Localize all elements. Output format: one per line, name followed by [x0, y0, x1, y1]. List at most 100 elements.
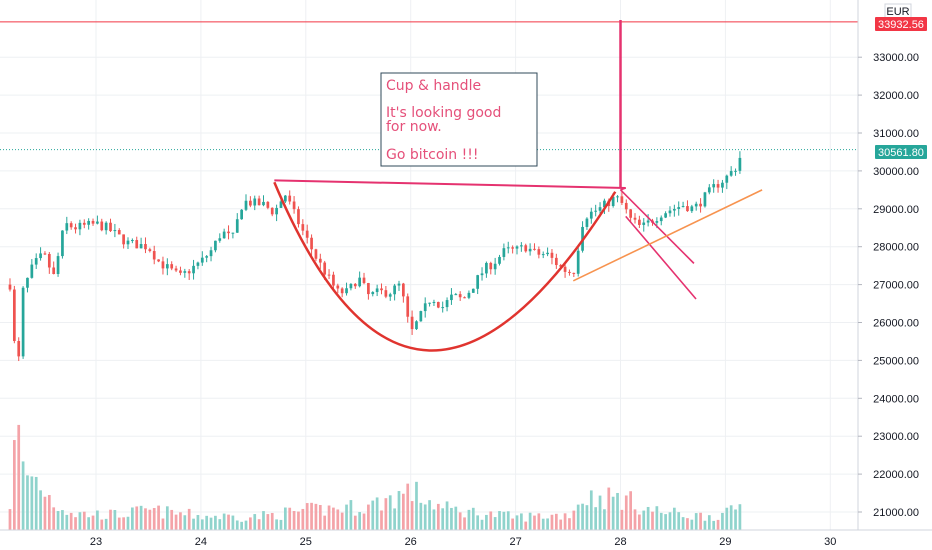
volume-bar [703, 520, 707, 530]
y-tick-label: 33000.00 [873, 52, 919, 64]
candle-body [109, 222, 112, 232]
volume-bar [367, 504, 370, 530]
candle-body [629, 209, 632, 218]
candle-body [131, 240, 134, 242]
volume-bar [87, 517, 91, 530]
candle-body [712, 184, 716, 188]
volume-bar [388, 495, 392, 530]
x-tick-label: 25 [300, 536, 312, 548]
volume-bar [56, 511, 60, 530]
volume-bar [192, 518, 195, 530]
volume-bar [686, 518, 689, 530]
candle-body [559, 265, 563, 267]
candle-body [537, 249, 541, 255]
candle-body [8, 284, 12, 290]
volume-bar [82, 511, 86, 530]
volume-bar [292, 510, 296, 530]
volume-bar [187, 508, 191, 530]
volume-bar [620, 509, 624, 530]
candle-body [218, 238, 222, 241]
volume-bar [8, 509, 12, 530]
volume-bar [279, 519, 283, 530]
volume-bar [506, 511, 510, 530]
x-tick-label: 29 [719, 536, 731, 548]
volume-bar [231, 515, 235, 530]
candle-body [227, 231, 230, 234]
volume-bar [681, 517, 685, 530]
axis-ticks: 21000.00 22000.00 23000.00 24000.00 25000.00… [90, 52, 919, 548]
x-tick-label: 30 [824, 536, 836, 548]
candle-body [104, 222, 108, 231]
candle-body [454, 294, 458, 296]
candle-body [148, 249, 152, 252]
volume-bar [131, 507, 134, 530]
candle-body [603, 200, 606, 208]
candle-body [196, 262, 200, 266]
volume-bar [563, 513, 567, 530]
price-tags: 33932.56 30561.80 [875, 17, 927, 159]
volume-bar [485, 514, 488, 530]
volume-bar [144, 508, 147, 530]
y-tick-label: 25000.00 [873, 355, 919, 367]
candle-body [56, 256, 60, 275]
candle-body [520, 245, 523, 247]
candle-body [415, 321, 418, 330]
candle-body [65, 223, 69, 231]
candle-body [445, 300, 449, 308]
candle-body [638, 219, 641, 225]
volume-bar [511, 518, 514, 530]
candle-body [100, 221, 104, 231]
last-price-tag: 30561.80 [878, 147, 924, 159]
candle-body [568, 271, 571, 273]
candle-body [266, 201, 270, 208]
cup-and-handle-note[interactable]: Cup & handle It's looking good for now. … [380, 72, 538, 167]
volume-bar [380, 510, 383, 530]
candle-body [489, 262, 493, 270]
candle-body [43, 253, 47, 255]
candle-body [183, 271, 187, 273]
volume-bar [568, 518, 571, 530]
volume-bar [371, 500, 375, 530]
candle-body [34, 258, 38, 265]
volume-bar [244, 520, 248, 530]
candle-body [283, 195, 287, 202]
candle-body [170, 264, 174, 269]
candle-body [144, 244, 147, 250]
candle-body [450, 294, 453, 301]
volume-bar [257, 519, 261, 530]
note-line-1: Cup & handle [386, 78, 481, 94]
volume-bar [200, 519, 204, 530]
candle-body [157, 259, 160, 262]
candle-body [82, 222, 86, 225]
volume-bar [74, 517, 77, 530]
volume-bar [262, 511, 265, 530]
volume-bar [624, 495, 628, 530]
candle-body [314, 249, 318, 259]
volume-bar [598, 495, 602, 530]
candle-body [30, 264, 34, 278]
volume-bar [668, 512, 672, 530]
volume-bar [402, 493, 405, 530]
volume-bar [537, 513, 541, 530]
volume-bar [694, 513, 698, 530]
candle-body [511, 247, 514, 249]
volume-bar [157, 505, 160, 530]
volume-bar [266, 514, 270, 530]
volume-bar [249, 517, 252, 530]
volume-bar [520, 513, 523, 530]
volume-bar [47, 495, 51, 530]
volume-bar [270, 512, 274, 530]
candle-body [485, 262, 488, 274]
candle-body [69, 223, 73, 228]
candle-body [620, 196, 624, 203]
candle-body [397, 283, 401, 286]
candle-body [126, 240, 130, 245]
volume-bar [406, 483, 410, 530]
volume-bar [659, 512, 663, 530]
candle-body [598, 207, 602, 211]
price-axis-panel [858, 0, 932, 530]
candle-body [231, 232, 235, 234]
candle-body [441, 307, 445, 309]
candle-body [336, 285, 340, 289]
